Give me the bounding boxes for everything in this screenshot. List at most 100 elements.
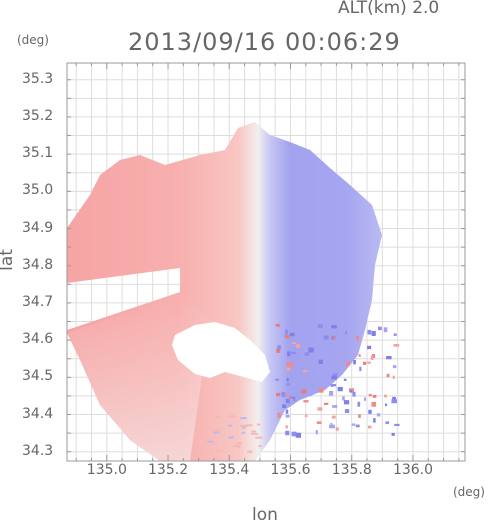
echo-speckle <box>323 402 329 405</box>
echo-speckle <box>318 388 324 393</box>
echo-speckle <box>378 326 382 331</box>
echo-speckle <box>343 378 347 381</box>
echo-speckle <box>368 393 372 397</box>
echo-speckle <box>372 395 377 398</box>
echo-speckle <box>329 424 335 429</box>
y-tick-label: 35.0 <box>22 182 54 199</box>
echo-speckle <box>284 329 288 335</box>
echo-speckle <box>391 432 395 436</box>
echo-speckle <box>337 386 343 392</box>
echo-speckle <box>255 436 263 439</box>
echo-speckle <box>330 423 333 427</box>
echo-speckle <box>286 377 289 382</box>
echo-speckle <box>332 405 338 408</box>
echo-speckle <box>290 351 297 354</box>
echo-speckle <box>285 399 290 404</box>
echo-speckle <box>216 428 223 431</box>
echo-speckle <box>245 424 253 427</box>
data-gap <box>172 322 270 382</box>
y-unit-label: (deg) <box>17 33 49 47</box>
echo-speckle <box>285 414 290 418</box>
echo-speckle <box>393 333 397 336</box>
echo-speckle <box>251 432 259 435</box>
echo-speckle <box>331 375 338 380</box>
echo-speckle <box>233 444 241 447</box>
echo-speckle <box>243 417 247 420</box>
echo-speckle <box>213 431 220 434</box>
y-tick-label: 35.2 <box>22 107 54 124</box>
echo-speckle <box>385 421 390 425</box>
y-axis-label: lat <box>0 249 17 271</box>
echo-speckle <box>331 336 335 340</box>
echo-speckle <box>286 383 290 386</box>
echo-speckle <box>289 398 294 404</box>
echo-speckle <box>284 335 290 339</box>
echo-speckle <box>258 445 262 448</box>
echo-speckle <box>323 335 329 340</box>
echo-speckle <box>391 399 397 404</box>
echo-speckle <box>303 400 309 403</box>
echo-speckle <box>316 421 322 424</box>
echo-speckle <box>276 348 281 353</box>
echo-speckle <box>227 424 233 427</box>
echo-speckle <box>371 331 376 336</box>
echo-speckle <box>281 391 286 397</box>
echo-speckle <box>276 392 281 397</box>
echo-speckle <box>351 423 356 426</box>
echo-speckle <box>286 393 289 397</box>
echo-speckle <box>277 412 281 418</box>
echo-speckle <box>370 355 374 360</box>
altitude-label: ALT(km) 2.0 <box>338 0 440 18</box>
echo-speckle <box>287 351 291 357</box>
echo-speckle <box>277 345 281 350</box>
echo-speckle <box>285 430 290 436</box>
axis-ticks <box>67 63 465 461</box>
echo-field <box>67 122 400 461</box>
echo-speckle <box>247 450 253 453</box>
echo-speckle <box>355 424 360 428</box>
echo-speckle <box>288 396 292 400</box>
echo-speckles <box>200 323 400 453</box>
echo-speckle <box>215 415 221 418</box>
x-tick-label: 135.0 <box>86 462 127 478</box>
echo-speckle <box>392 365 397 369</box>
echo-speckle <box>317 324 323 328</box>
echo-south-shading <box>67 295 210 461</box>
echo-speckle <box>376 413 381 417</box>
echo-speckle <box>386 373 390 378</box>
echo-speckle <box>304 352 310 356</box>
echo-speckle <box>242 426 246 429</box>
echo-speckle <box>335 427 339 431</box>
echo-speckle <box>213 442 218 445</box>
echo-speckle <box>301 389 307 394</box>
echo-speckle <box>349 390 353 393</box>
echo-speckle <box>346 361 350 367</box>
echo-speckle <box>358 414 361 418</box>
echo-speckle <box>240 417 245 420</box>
echo-speckle <box>383 394 387 398</box>
x-unit-label: (deg) <box>453 485 485 499</box>
y-tick-label: 35.1 <box>22 145 54 162</box>
x-tick-label: 135.4 <box>209 462 250 478</box>
echo-speckle <box>291 431 297 437</box>
y-tick-label: 34.9 <box>22 219 54 236</box>
echo-speckle <box>289 383 296 387</box>
echo-speckle <box>251 430 256 433</box>
echo-speckle <box>331 325 337 329</box>
echo-speckle <box>368 409 372 414</box>
echo-speckle <box>236 442 242 445</box>
echo-speckle <box>256 423 261 426</box>
echo-speckle <box>363 397 367 401</box>
echo-speckle <box>290 389 296 394</box>
echo-speckle <box>344 409 350 414</box>
echo-speckle <box>240 424 248 427</box>
echo-speckle <box>207 440 214 443</box>
echo-speckle <box>275 323 281 327</box>
x-tick-label: 136.0 <box>392 462 434 478</box>
y-tick-label: 34.5 <box>22 368 54 385</box>
echo-speckle <box>345 331 348 335</box>
echo-speckle <box>289 332 295 337</box>
echo-speckle <box>241 431 246 434</box>
echo-speckle <box>392 396 396 401</box>
